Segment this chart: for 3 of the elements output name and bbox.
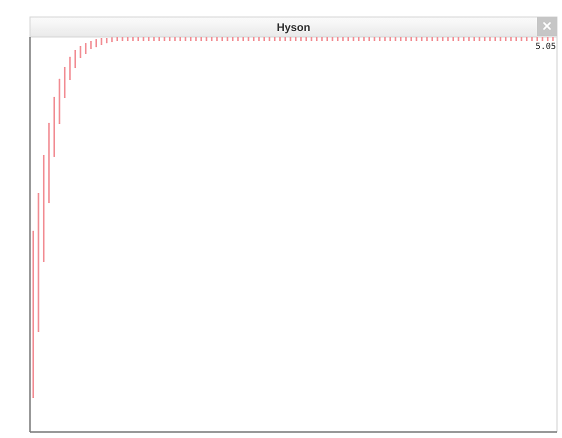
annotation: 5.05	[536, 42, 556, 52]
chart-title: Hyson	[276, 22, 311, 34]
candlestick	[84, 42, 87, 54]
